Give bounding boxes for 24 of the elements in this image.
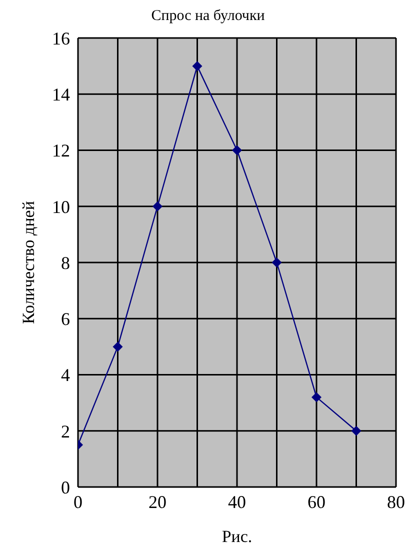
x-tick-label: 60 bbox=[308, 492, 326, 512]
point bbox=[272, 258, 282, 268]
point bbox=[312, 392, 322, 402]
y-tick-label: 6 bbox=[61, 309, 70, 330]
y-tick-label: 10 bbox=[52, 196, 70, 217]
point bbox=[112, 342, 123, 352]
point bbox=[152, 201, 162, 212]
point bbox=[232, 145, 242, 156]
point bbox=[192, 61, 202, 72]
chart-title: Спрос на булочки bbox=[150, 8, 266, 26]
y-tick-label: 0 bbox=[61, 477, 70, 498]
y-tick-label: 12 bbox=[52, 140, 70, 161]
y-tick-label: 14 bbox=[52, 84, 70, 105]
x-axis-title: Рис. bbox=[222, 527, 252, 546]
y-tick-label: 2 bbox=[61, 421, 70, 442]
y-axis-title: Количество дней bbox=[19, 201, 38, 324]
y-tick-label: 8 bbox=[61, 252, 70, 273]
x-tick-label: 0 bbox=[74, 492, 82, 512]
y-tick-label: 16 bbox=[52, 28, 70, 48]
x-tick-label: 80 bbox=[387, 492, 405, 512]
y-tick-label: 4 bbox=[61, 365, 70, 386]
point bbox=[351, 426, 362, 436]
x-tick-label: 40 bbox=[228, 492, 246, 512]
x-tick-label: 20 bbox=[148, 492, 166, 512]
